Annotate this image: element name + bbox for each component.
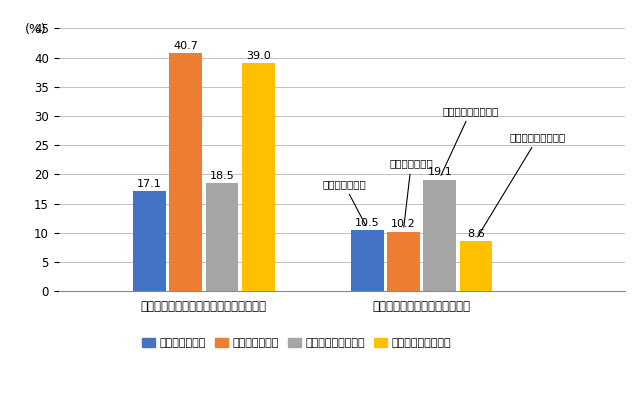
Text: 19.1: 19.1 xyxy=(428,167,452,177)
Text: 40.7: 40.7 xyxy=(173,41,198,51)
Y-axis label: (%): (%) xyxy=(25,23,47,36)
Text: 18.5: 18.5 xyxy=(209,171,234,181)
Text: 17.1: 17.1 xyxy=(137,179,162,189)
Legend: 弱くなっている, 強くなっている, 以前と変わらず弱い, 以前と変わらず強い: 弱くなっている, 強くなっている, 以前と変わらず弱い, 以前と変わらず強い xyxy=(137,334,456,353)
Text: 弱くなっている: 弱くなっている xyxy=(322,179,366,226)
Bar xyxy=(460,241,492,291)
Text: 39.0: 39.0 xyxy=(246,51,271,61)
Bar xyxy=(242,64,275,291)
Text: 以前と変わらず弱い: 以前と変わらず弱い xyxy=(441,106,499,176)
Bar xyxy=(351,230,383,291)
Text: 以前と変わらず強い: 以前と変わらず強い xyxy=(477,132,566,237)
Bar xyxy=(387,232,420,291)
Text: 8.6: 8.6 xyxy=(467,229,485,239)
Bar xyxy=(133,191,166,291)
Bar xyxy=(205,183,238,291)
Text: 10.2: 10.2 xyxy=(391,219,416,229)
Bar xyxy=(169,54,202,291)
Text: 10.5: 10.5 xyxy=(355,218,380,227)
Bar xyxy=(424,180,456,291)
Text: 強くなっている: 強くなっている xyxy=(389,158,433,227)
